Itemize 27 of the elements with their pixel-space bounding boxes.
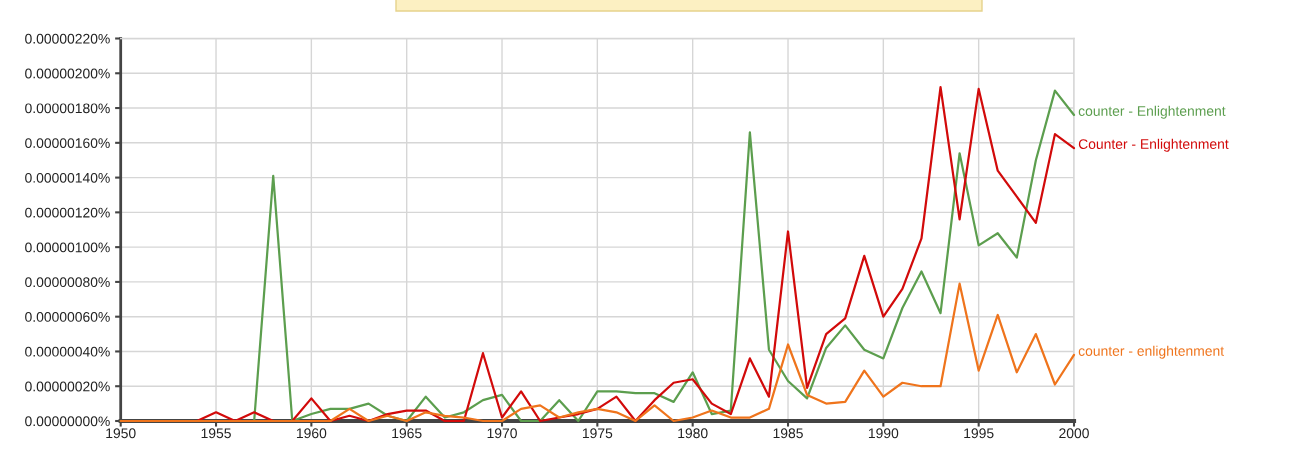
x-tick-label: 1985 <box>773 428 803 439</box>
x-tick-label: 1975 <box>582 428 613 439</box>
series-label: counter - enlightenment <box>1078 345 1224 359</box>
x-tick-label: 1990 <box>868 428 899 439</box>
y-tick-label: 0.00000180% <box>25 103 110 114</box>
x-tick-label: 1960 <box>296 428 327 439</box>
y-tick-label: 0.00000040% <box>25 346 110 357</box>
y-tick-label: 0.00000200% <box>25 68 110 79</box>
x-tick-label: 1970 <box>487 428 517 439</box>
line-series <box>119 282 1076 423</box>
x-tick-label: 1965 <box>392 428 422 439</box>
series-label: Counter - Enlightenment <box>1078 138 1229 152</box>
x-tick-label: 1955 <box>201 428 231 439</box>
x-tick-label: 1980 <box>678 428 708 439</box>
x-tick-label: 2000 <box>1059 428 1089 439</box>
x-tick-label: 1950 <box>106 428 136 439</box>
x-tick-label: 1995 <box>964 428 994 439</box>
y-tick-label: 0.00000140% <box>25 172 110 183</box>
y-tick-label: 0.00000080% <box>25 277 110 288</box>
y-tick-label: 0.00000220% <box>25 33 110 44</box>
y-tick-label: 0.00000100% <box>25 242 110 253</box>
y-tick-label: 0.00000000% <box>25 416 110 427</box>
y-tick-label: 0.00000160% <box>25 138 110 148</box>
y-tick-label: 0.00000120% <box>25 207 110 218</box>
series-label: counter - Enlightenment <box>1078 105 1226 119</box>
y-tick-label: 0.00000020% <box>25 381 110 392</box>
y-tick-label: 0.00000060% <box>25 312 110 322</box>
